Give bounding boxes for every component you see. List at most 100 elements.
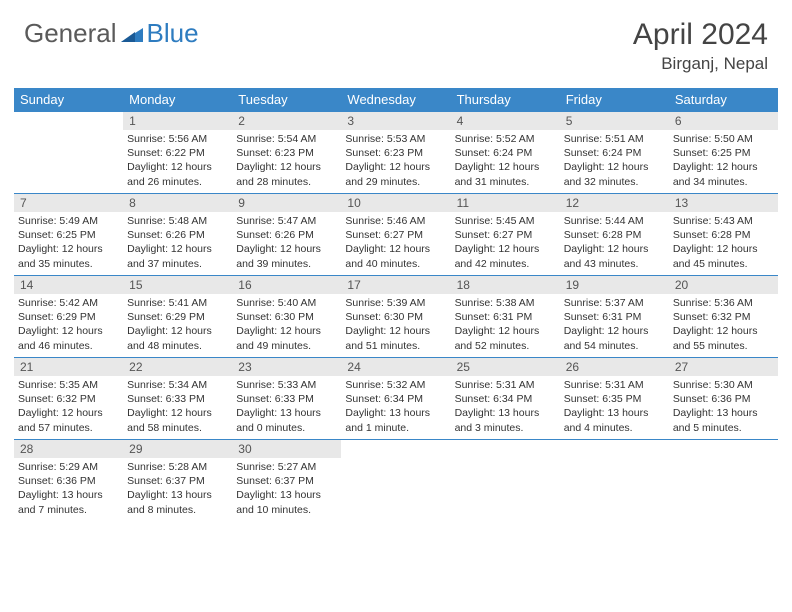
brand-part2: Blue [147, 18, 199, 49]
day-details: Sunrise: 5:52 AMSunset: 6:24 PMDaylight:… [451, 130, 560, 193]
day-number: 10 [341, 194, 450, 212]
day-details: Sunrise: 5:48 AMSunset: 6:26 PMDaylight:… [123, 212, 232, 275]
day-details: Sunrise: 5:28 AMSunset: 6:37 PMDaylight:… [123, 458, 232, 521]
calendar-cell: 9Sunrise: 5:47 AMSunset: 6:26 PMDaylight… [232, 194, 341, 276]
calendar-cell: 23Sunrise: 5:33 AMSunset: 6:33 PMDayligh… [232, 358, 341, 440]
day-number: 4 [451, 112, 560, 130]
day-number: 11 [451, 194, 560, 212]
day-details: Sunrise: 5:44 AMSunset: 6:28 PMDaylight:… [560, 212, 669, 275]
day-number: 13 [669, 194, 778, 212]
day-details: Sunrise: 5:36 AMSunset: 6:32 PMDaylight:… [669, 294, 778, 357]
day-number: 15 [123, 276, 232, 294]
calendar-cell: 1Sunrise: 5:56 AMSunset: 6:22 PMDaylight… [123, 112, 232, 194]
day-details: Sunrise: 5:33 AMSunset: 6:33 PMDaylight:… [232, 376, 341, 439]
day-number: 12 [560, 194, 669, 212]
calendar-cell: 25Sunrise: 5:31 AMSunset: 6:34 PMDayligh… [451, 358, 560, 440]
calendar-cell: 20Sunrise: 5:36 AMSunset: 6:32 PMDayligh… [669, 276, 778, 358]
location-label: Birganj, Nepal [633, 54, 768, 74]
day-details: Sunrise: 5:42 AMSunset: 6:29 PMDaylight:… [14, 294, 123, 357]
day-details: Sunrise: 5:47 AMSunset: 6:26 PMDaylight:… [232, 212, 341, 275]
day-details: Sunrise: 5:35 AMSunset: 6:32 PMDaylight:… [14, 376, 123, 439]
calendar-cell-empty [14, 112, 123, 194]
day-details: Sunrise: 5:39 AMSunset: 6:30 PMDaylight:… [341, 294, 450, 357]
brand-part1: General [24, 18, 117, 49]
calendar-body: 1Sunrise: 5:56 AMSunset: 6:22 PMDaylight… [14, 112, 778, 522]
calendar-cell: 26Sunrise: 5:31 AMSunset: 6:35 PMDayligh… [560, 358, 669, 440]
day-details: Sunrise: 5:40 AMSunset: 6:30 PMDaylight:… [232, 294, 341, 357]
calendar-table: SundayMondayTuesdayWednesdayThursdayFrid… [14, 88, 778, 522]
day-number: 9 [232, 194, 341, 212]
calendar-row: 1Sunrise: 5:56 AMSunset: 6:22 PMDaylight… [14, 112, 778, 194]
day-number: 17 [341, 276, 450, 294]
calendar-cell: 6Sunrise: 5:50 AMSunset: 6:25 PMDaylight… [669, 112, 778, 194]
day-number: 14 [14, 276, 123, 294]
calendar-cell: 18Sunrise: 5:38 AMSunset: 6:31 PMDayligh… [451, 276, 560, 358]
day-number: 22 [123, 358, 232, 376]
day-details: Sunrise: 5:32 AMSunset: 6:34 PMDaylight:… [341, 376, 450, 439]
day-details: Sunrise: 5:37 AMSunset: 6:31 PMDaylight:… [560, 294, 669, 357]
day-details: Sunrise: 5:43 AMSunset: 6:28 PMDaylight:… [669, 212, 778, 275]
calendar-cell-empty [341, 440, 450, 522]
day-details: Sunrise: 5:29 AMSunset: 6:36 PMDaylight:… [14, 458, 123, 521]
weekday-header: Monday [123, 88, 232, 112]
month-title: April 2024 [633, 18, 768, 52]
day-number: 26 [560, 358, 669, 376]
calendar-cell: 4Sunrise: 5:52 AMSunset: 6:24 PMDaylight… [451, 112, 560, 194]
logo-triangle-icon [121, 18, 143, 49]
calendar-cell: 11Sunrise: 5:45 AMSunset: 6:27 PMDayligh… [451, 194, 560, 276]
day-number: 19 [560, 276, 669, 294]
calendar-cell-empty [451, 440, 560, 522]
calendar-cell: 12Sunrise: 5:44 AMSunset: 6:28 PMDayligh… [560, 194, 669, 276]
day-number: 3 [341, 112, 450, 130]
day-details: Sunrise: 5:34 AMSunset: 6:33 PMDaylight:… [123, 376, 232, 439]
day-number: 1 [123, 112, 232, 130]
day-details: Sunrise: 5:31 AMSunset: 6:34 PMDaylight:… [451, 376, 560, 439]
day-number: 5 [560, 112, 669, 130]
day-details: Sunrise: 5:51 AMSunset: 6:24 PMDaylight:… [560, 130, 669, 193]
day-number: 7 [14, 194, 123, 212]
day-number: 24 [341, 358, 450, 376]
calendar-row: 21Sunrise: 5:35 AMSunset: 6:32 PMDayligh… [14, 358, 778, 440]
day-number: 23 [232, 358, 341, 376]
calendar-cell-empty [560, 440, 669, 522]
day-number: 30 [232, 440, 341, 458]
day-number: 8 [123, 194, 232, 212]
day-number: 29 [123, 440, 232, 458]
weekday-header: Friday [560, 88, 669, 112]
calendar-cell: 29Sunrise: 5:28 AMSunset: 6:37 PMDayligh… [123, 440, 232, 522]
day-number: 16 [232, 276, 341, 294]
weekday-header: Tuesday [232, 88, 341, 112]
day-number: 2 [232, 112, 341, 130]
day-number: 21 [14, 358, 123, 376]
calendar-cell: 15Sunrise: 5:41 AMSunset: 6:29 PMDayligh… [123, 276, 232, 358]
day-number: 18 [451, 276, 560, 294]
day-number: 20 [669, 276, 778, 294]
calendar-cell: 30Sunrise: 5:27 AMSunset: 6:37 PMDayligh… [232, 440, 341, 522]
title-block: April 2024 Birganj, Nepal [633, 18, 768, 74]
calendar-cell: 14Sunrise: 5:42 AMSunset: 6:29 PMDayligh… [14, 276, 123, 358]
day-number: 25 [451, 358, 560, 376]
weekday-header: Saturday [669, 88, 778, 112]
calendar-cell: 21Sunrise: 5:35 AMSunset: 6:32 PMDayligh… [14, 358, 123, 440]
day-number: 6 [669, 112, 778, 130]
calendar-cell: 3Sunrise: 5:53 AMSunset: 6:23 PMDaylight… [341, 112, 450, 194]
calendar-cell: 27Sunrise: 5:30 AMSunset: 6:36 PMDayligh… [669, 358, 778, 440]
calendar-cell: 19Sunrise: 5:37 AMSunset: 6:31 PMDayligh… [560, 276, 669, 358]
day-details: Sunrise: 5:53 AMSunset: 6:23 PMDaylight:… [341, 130, 450, 193]
day-details: Sunrise: 5:56 AMSunset: 6:22 PMDaylight:… [123, 130, 232, 193]
calendar-cell: 24Sunrise: 5:32 AMSunset: 6:34 PMDayligh… [341, 358, 450, 440]
calendar-cell: 28Sunrise: 5:29 AMSunset: 6:36 PMDayligh… [14, 440, 123, 522]
day-details: Sunrise: 5:31 AMSunset: 6:35 PMDaylight:… [560, 376, 669, 439]
day-details: Sunrise: 5:50 AMSunset: 6:25 PMDaylight:… [669, 130, 778, 193]
day-details: Sunrise: 5:27 AMSunset: 6:37 PMDaylight:… [232, 458, 341, 521]
day-details: Sunrise: 5:46 AMSunset: 6:27 PMDaylight:… [341, 212, 450, 275]
day-details: Sunrise: 5:49 AMSunset: 6:25 PMDaylight:… [14, 212, 123, 275]
day-details: Sunrise: 5:45 AMSunset: 6:27 PMDaylight:… [451, 212, 560, 275]
calendar-cell: 5Sunrise: 5:51 AMSunset: 6:24 PMDaylight… [560, 112, 669, 194]
calendar-cell-empty [669, 440, 778, 522]
day-number: 28 [14, 440, 123, 458]
calendar-cell: 13Sunrise: 5:43 AMSunset: 6:28 PMDayligh… [669, 194, 778, 276]
day-details: Sunrise: 5:41 AMSunset: 6:29 PMDaylight:… [123, 294, 232, 357]
calendar-cell: 16Sunrise: 5:40 AMSunset: 6:30 PMDayligh… [232, 276, 341, 358]
day-details: Sunrise: 5:38 AMSunset: 6:31 PMDaylight:… [451, 294, 560, 357]
